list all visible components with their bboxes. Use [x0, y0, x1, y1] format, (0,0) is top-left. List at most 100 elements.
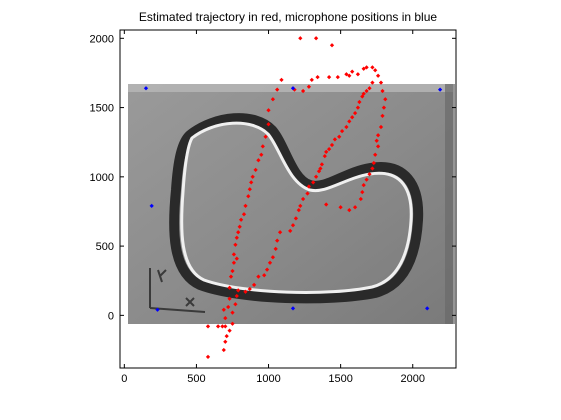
trajectory-point	[370, 166, 375, 171]
track-outer	[169, 113, 424, 304]
trajectory-point	[221, 347, 226, 353]
photo-axis-sketch	[149, 268, 206, 313]
trajectory-point	[246, 194, 251, 199]
trajectory-point	[277, 230, 283, 235]
trajectory-point	[306, 184, 312, 189]
x-tick-label: 0	[121, 373, 127, 385]
trajectory-point	[236, 288, 241, 293]
trajectory-point	[329, 142, 335, 148]
y-tick-label: 500	[96, 241, 114, 253]
trajectory-point	[298, 203, 303, 209]
trajectory-point	[338, 205, 343, 210]
x-axis-ticks: 0 500 1000 1500 2000	[121, 30, 425, 385]
x-tick-label: 1500	[328, 373, 352, 385]
trajectory-point	[228, 274, 234, 279]
y-tick-label: 0	[108, 310, 114, 322]
plot-marks	[143, 36, 443, 360]
trajectory-point	[319, 162, 325, 167]
microphone-point	[155, 307, 160, 312]
trajectory-point	[375, 133, 381, 138]
trajectory-point	[288, 228, 293, 234]
trajectory-point	[237, 224, 242, 229]
trajectory-point	[256, 274, 261, 279]
trajectory-point	[253, 167, 258, 173]
x-tick-label: 1000	[256, 373, 280, 385]
trajectory-point	[358, 196, 363, 202]
trajectory-point	[243, 289, 248, 294]
trajectory-point	[273, 246, 278, 252]
microphone-point	[143, 86, 149, 91]
trajectory-point	[324, 202, 329, 207]
trajectory-point	[221, 307, 226, 312]
trajectory-point	[264, 267, 270, 272]
trajectory-point	[223, 315, 228, 321]
trajectory-point	[262, 273, 267, 278]
trajectory-point	[250, 174, 255, 179]
trajectory-point	[223, 324, 228, 329]
trajectory-point	[332, 137, 338, 142]
microphone-point	[425, 306, 430, 311]
trajectory-point	[251, 282, 257, 288]
trajectory-point	[371, 160, 376, 166]
trajectory-point	[234, 235, 239, 240]
trajectory-point	[275, 238, 280, 243]
trajectory-point	[337, 134, 342, 139]
trajectory-point	[374, 138, 379, 143]
x-tick-label: 500	[187, 373, 205, 385]
trajectory-point	[347, 207, 352, 213]
trajectory-point	[305, 191, 310, 196]
trajectory-point	[311, 180, 316, 185]
trajectory-point	[318, 166, 323, 171]
y-tick-label: 2000	[90, 33, 114, 45]
trajectory-point	[256, 158, 261, 163]
y-tick-label: 1500	[90, 103, 114, 115]
trajectory-point	[267, 260, 273, 265]
trajectory-point	[364, 177, 369, 182]
trajectory-point	[236, 230, 241, 235]
trajectory-point	[215, 324, 221, 329]
trajectory-point	[231, 260, 237, 265]
y-axis-ticks: 0 500 1000 1500 2000	[90, 33, 456, 322]
trajectory-point	[234, 256, 239, 261]
trajectory-point	[313, 174, 319, 179]
trajectory-point	[259, 152, 264, 157]
trajectory-point	[373, 152, 378, 157]
trajectory-point	[227, 285, 232, 290]
trajectory-point	[290, 223, 296, 228]
trajectory-point	[360, 189, 365, 195]
trajectory-point	[339, 128, 345, 134]
trajectory-point	[270, 255, 276, 260]
trajectory-point	[300, 196, 306, 202]
trajectory-point	[324, 149, 329, 155]
microphone-point	[149, 203, 154, 209]
trajectory-point	[367, 171, 372, 177]
trajectory-point	[230, 310, 235, 315]
trajectory-point	[241, 212, 247, 217]
trajectory-point	[296, 207, 301, 213]
trajectory-point	[205, 324, 211, 329]
trajectory-point	[361, 182, 366, 188]
trajectory-point	[263, 134, 268, 139]
background-photo	[120, 30, 456, 368]
trajectory-point	[205, 354, 211, 360]
trajectory-point	[260, 144, 265, 149]
trajectory-point	[249, 180, 254, 185]
trajectory-point	[375, 144, 381, 149]
trajectory-point	[352, 205, 358, 210]
trajectory-point	[230, 321, 235, 326]
trajectory-point	[223, 339, 228, 344]
trajectory-point	[247, 187, 252, 192]
plot-frame	[119, 29, 457, 369]
chart-title: Estimated trajectory in red, microphone …	[139, 10, 437, 24]
trajectory-point	[247, 286, 252, 292]
trajectory-point	[233, 302, 238, 307]
trajectory-point	[227, 328, 232, 333]
trajectory-point	[233, 242, 238, 247]
microphone-point	[290, 306, 296, 311]
trajectory-point	[293, 216, 299, 221]
trajectory-point	[227, 296, 232, 301]
trajectory-point	[230, 268, 235, 274]
y-tick-label: 1000	[90, 172, 114, 184]
trajectory-point	[238, 217, 244, 222]
